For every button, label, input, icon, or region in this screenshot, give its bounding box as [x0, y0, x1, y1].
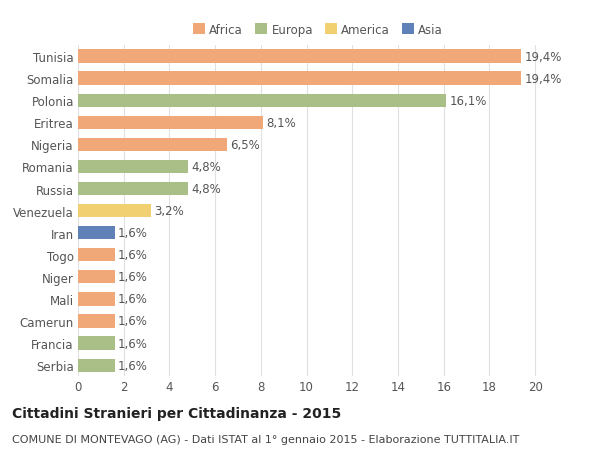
Text: 1,6%: 1,6% — [118, 249, 148, 262]
Bar — [78, 359, 115, 372]
Text: 1,6%: 1,6% — [118, 227, 148, 240]
Text: 1,6%: 1,6% — [118, 315, 148, 328]
Bar — [78, 315, 115, 328]
Text: 1,6%: 1,6% — [118, 293, 148, 306]
Bar — [78, 117, 263, 129]
Bar — [78, 161, 188, 174]
Bar — [78, 139, 227, 151]
Text: 19,4%: 19,4% — [525, 73, 562, 85]
Text: 4,8%: 4,8% — [191, 183, 221, 196]
Text: COMUNE DI MONTEVAGO (AG) - Dati ISTAT al 1° gennaio 2015 - Elaborazione TUTTITAL: COMUNE DI MONTEVAGO (AG) - Dati ISTAT al… — [12, 434, 520, 444]
Text: 1,6%: 1,6% — [118, 337, 148, 350]
Text: 3,2%: 3,2% — [155, 205, 184, 218]
Bar — [78, 249, 115, 262]
Bar — [78, 205, 151, 218]
Text: 1,6%: 1,6% — [118, 271, 148, 284]
Text: 6,5%: 6,5% — [230, 139, 260, 151]
Legend: Africa, Europa, America, Asia: Africa, Europa, America, Asia — [193, 24, 443, 37]
Bar — [78, 227, 115, 240]
Bar — [78, 271, 115, 284]
Bar — [78, 183, 188, 196]
Bar — [78, 73, 521, 85]
Text: Cittadini Stranieri per Cittadinanza - 2015: Cittadini Stranieri per Cittadinanza - 2… — [12, 406, 341, 420]
Bar — [78, 50, 521, 63]
Text: 1,6%: 1,6% — [118, 359, 148, 372]
Bar — [78, 293, 115, 306]
Bar — [78, 95, 446, 107]
Text: 4,8%: 4,8% — [191, 161, 221, 174]
Bar — [78, 337, 115, 350]
Text: 8,1%: 8,1% — [266, 117, 296, 129]
Text: 19,4%: 19,4% — [525, 50, 562, 63]
Text: 16,1%: 16,1% — [449, 95, 487, 107]
